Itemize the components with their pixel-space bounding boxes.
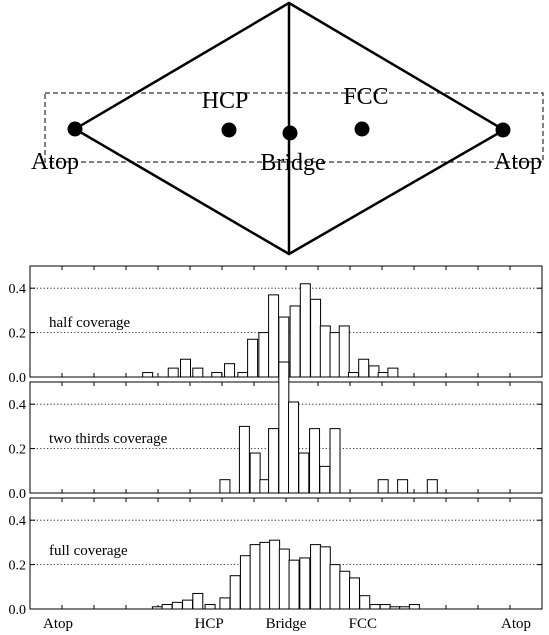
histogram-bar (298, 452, 310, 494)
y-tick-label: 0.4 (9, 398, 27, 413)
histogram-bar (269, 539, 281, 610)
histogram-bar (408, 604, 420, 610)
histogram-bar (319, 325, 331, 378)
histogram-bar (339, 570, 351, 610)
histogram-bar (289, 305, 301, 378)
panel-label: two thirds coverage (49, 431, 168, 447)
histogram-bar (171, 601, 183, 610)
histogram-bar (319, 465, 331, 494)
histogram-bar (299, 283, 311, 378)
x-axis-tick-labels: Atop HCP Bridge FCC Atop (43, 616, 531, 632)
histogram-bar (379, 604, 391, 610)
site-label-hcp: HCP (202, 88, 249, 114)
histogram-bar (180, 358, 192, 378)
histogram-bar (377, 479, 389, 494)
histogram-bar (192, 367, 204, 378)
histogram-bar (338, 325, 350, 378)
site-dot-bridge (282, 125, 298, 141)
histogram-bar (319, 546, 331, 610)
histogram-bar (192, 592, 204, 610)
histogram-bar (249, 544, 261, 610)
histogram-bar (219, 597, 231, 610)
histogram-bar (288, 559, 300, 610)
histogram-bar (249, 452, 261, 494)
histogram-bar (238, 425, 250, 494)
y-tick-label: 0.0 (9, 487, 27, 502)
histogram-bar (329, 332, 341, 378)
y-tick-label: 0.2 (9, 559, 27, 574)
histogram-bar (377, 372, 389, 378)
histogram-bar (387, 367, 399, 378)
x-tick-label: Bridge (266, 616, 307, 632)
panel-label: full coverage (49, 543, 128, 559)
histogram-bar (151, 606, 163, 610)
y-tick-label: 0.4 (9, 282, 27, 297)
x-tick-label: FCC (349, 616, 377, 632)
histogram-bar (397, 479, 409, 494)
histogram-bar (239, 555, 251, 610)
site-label-atop-left: Atop (31, 149, 79, 175)
histogram-bar (237, 372, 249, 378)
histogram-bar (358, 358, 370, 378)
histogram-bar (142, 372, 154, 378)
y-tick-label: 0.0 (9, 371, 27, 386)
histogram-bar (347, 372, 359, 378)
histogram-bar (219, 479, 231, 494)
histogram-bar (399, 606, 411, 610)
histogram-bar (259, 541, 271, 610)
site-dot-hcp (221, 122, 237, 138)
histogram-bar (182, 599, 194, 610)
histogram-bar (299, 557, 311, 610)
histogram-bar (268, 428, 280, 494)
histogram-panel-full-coverage: 0.0 0.2 0.4 full coverage (9, 497, 543, 618)
histogram-bar (329, 428, 341, 494)
histogram-bar (368, 365, 380, 378)
histogram-bar (229, 575, 241, 610)
site-label-bridge: Bridge (260, 150, 325, 176)
unit-cell-diagram: Atop HCP Bridge FCC Atop (31, 1, 544, 256)
histogram-panel-two-thirds-coverage: 0.0 0.2 0.4 two thirds coverage (9, 361, 543, 502)
histogram-bar (426, 479, 438, 494)
x-tick-label: Atop (501, 616, 531, 632)
histogram-bar (369, 604, 381, 610)
histogram-panel-half-coverage: 0.0 0.2 0.4 half coverage (9, 265, 543, 386)
panel-label: half coverage (49, 315, 131, 331)
histogram-bar (359, 595, 371, 610)
histogram-bar (348, 577, 360, 610)
histogram-bar (278, 548, 290, 610)
histogram-bar (288, 401, 300, 494)
site-dot-fcc (354, 121, 370, 137)
histogram-bar (309, 428, 321, 494)
path-box (44, 92, 544, 163)
y-tick-label: 0.4 (9, 514, 27, 529)
site-label-fcc: FCC (343, 84, 388, 110)
histogram-bar (224, 363, 236, 378)
histogram-bar (310, 544, 322, 610)
y-tick-label: 0.2 (9, 443, 27, 458)
x-tick-label: Atop (43, 616, 73, 632)
histogram-bar (278, 361, 290, 494)
site-dot-atop-left (67, 121, 83, 137)
histogram-bar (268, 294, 280, 378)
histogram-bar (247, 338, 259, 378)
y-tick-label: 0.0 (9, 603, 27, 618)
histogram-bar (389, 606, 401, 610)
histogram-bar (167, 367, 179, 378)
histogram-bar (329, 564, 341, 610)
site-label-atop-right: Atop (494, 149, 542, 175)
y-tick-label: 0.2 (9, 327, 27, 342)
histogram-bar (204, 604, 216, 610)
histogram-bar (258, 332, 270, 378)
x-tick-label: HCP (195, 616, 224, 632)
histogram-bar (161, 604, 173, 610)
site-dot-atop-right (495, 122, 511, 138)
histogram-bar (211, 372, 223, 378)
histogram-bar (310, 298, 322, 378)
